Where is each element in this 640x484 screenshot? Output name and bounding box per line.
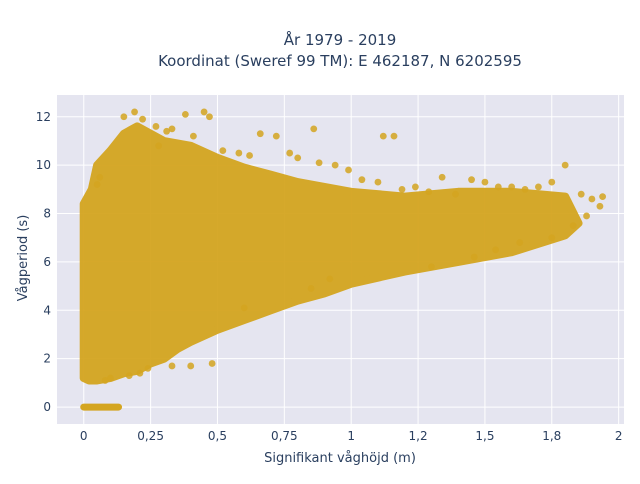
- scatter-point: [470, 253, 478, 261]
- scatter-point: [452, 190, 459, 198]
- scatter-point: [246, 152, 253, 159]
- scatter-point: [516, 239, 524, 246]
- scatter-point: [326, 275, 334, 283]
- chart-title-line1: År 1979 - 2019: [284, 30, 397, 49]
- scatter-point: [286, 149, 294, 157]
- x-axis-label: Signifikant våghöjd (m): [264, 451, 416, 466]
- scatter-point: [131, 108, 138, 116]
- scatter-point: [379, 132, 387, 140]
- scatter-point: [152, 123, 160, 130]
- scatter-point: [577, 190, 585, 198]
- scatter-point: [315, 159, 323, 167]
- x-tick-label: 1,5: [475, 429, 494, 443]
- x-tick-label: 0,75: [271, 429, 298, 443]
- x-tick-label: 1,8: [542, 429, 561, 443]
- scatter-point: [374, 178, 382, 186]
- y-tick-label: 12: [36, 110, 51, 124]
- scatter-point: [492, 246, 500, 254]
- scatter-point: [425, 188, 433, 196]
- scatter-point: [144, 364, 152, 372]
- scatter-point: [588, 195, 596, 203]
- scatter-point: [411, 183, 419, 191]
- scatter-point: [168, 125, 176, 133]
- y-tick-label: 6: [43, 255, 51, 269]
- dense-point-cloud: [79, 122, 583, 385]
- scatter-point: [163, 127, 171, 135]
- scatter-point: [107, 374, 114, 382]
- scatter-point: [561, 161, 569, 169]
- scatter-point: [481, 178, 489, 186]
- scatter-point: [190, 132, 197, 140]
- scatter-point: [596, 202, 604, 210]
- scatter-point: [139, 115, 146, 123]
- scatter-point: [208, 360, 216, 367]
- scatter-point: [310, 125, 318, 133]
- scatter-point: [331, 161, 339, 169]
- scatter-point: [599, 193, 607, 201]
- x-tick-label: 2: [615, 429, 623, 443]
- y-tick-label: 2: [43, 352, 51, 366]
- scatter-point: [307, 285, 315, 292]
- scatter-point: [272, 132, 280, 140]
- scatter-point: [535, 183, 542, 191]
- scatter-point: [438, 173, 446, 181]
- scatter-point: [494, 183, 502, 191]
- y-tick-label: 0: [43, 400, 51, 414]
- scatter-point: [468, 176, 475, 184]
- chart-title-line2: Koordinat (Sweref 99 TM): E 462187, N 62…: [158, 52, 522, 70]
- scatter-point: [548, 178, 556, 186]
- scatter-point: [569, 222, 577, 230]
- scatter-point: [96, 173, 104, 181]
- y-axis-label: Vågperiod (s): [16, 215, 31, 302]
- scatter-point: [521, 185, 529, 193]
- scatter-point: [93, 181, 101, 188]
- scatter-point: [548, 234, 556, 242]
- tick-labels: 0 0,25 0,5 0,75 1 1,2 1,5 1,8 2 0 2 4 6 8 10 12: [36, 110, 623, 443]
- scatter-point: [187, 362, 195, 370]
- scatter-points: [93, 108, 607, 384]
- scatter-point: [155, 142, 163, 150]
- x-tick-label: 1: [347, 429, 355, 443]
- y-tick-label: 4: [43, 303, 51, 317]
- scatter-point: [294, 154, 302, 162]
- scatter-point: [219, 147, 227, 155]
- scatter-point: [125, 372, 133, 380]
- scatter-point: [428, 263, 435, 271]
- point-cloud: [79, 122, 583, 411]
- scatter-point: [358, 176, 366, 184]
- scatter-point: [168, 362, 176, 370]
- x-tick-label: 1,2: [409, 429, 428, 443]
- scatter-point: [345, 166, 352, 174]
- scatter-point: [136, 369, 144, 377]
- scatter-point: [200, 108, 208, 116]
- scatter-point: [235, 149, 243, 157]
- scatter-point: [181, 110, 189, 118]
- y-tick-label: 8: [43, 207, 51, 221]
- scatter-point: [240, 304, 248, 312]
- x-tick-label: 0: [80, 429, 88, 443]
- scatter-point: [508, 183, 516, 191]
- scatter-point: [206, 113, 213, 121]
- x-tick-label: 0,5: [208, 429, 227, 443]
- scatter-point: [120, 113, 128, 121]
- x-tick-label: 0,25: [137, 429, 164, 443]
- scatter-point: [101, 377, 109, 384]
- y-tick-label: 10: [36, 158, 51, 172]
- scatter-point: [256, 130, 264, 138]
- scatter-point: [398, 185, 406, 193]
- scatter-point: [390, 132, 398, 140]
- scatter-point: [583, 212, 590, 220]
